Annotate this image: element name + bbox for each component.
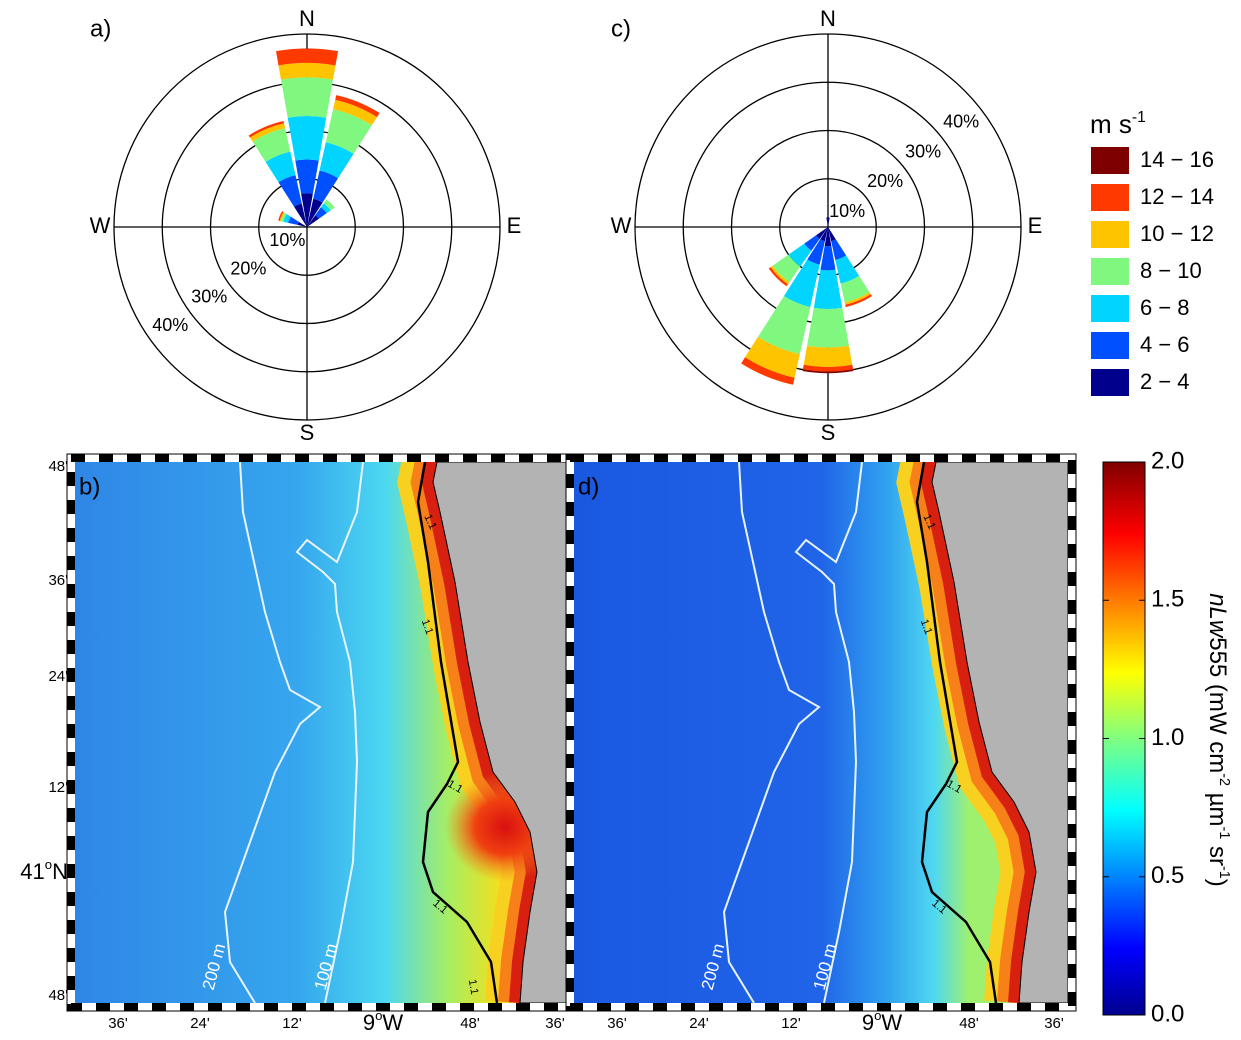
text-part: -2	[1216, 773, 1232, 786]
lon-label: 36'	[1044, 1015, 1064, 1032]
map-panel	[75, 462, 568, 1003]
compass-label: W	[90, 213, 111, 238]
legend-label: 8 − 10	[1140, 258, 1202, 283]
text-part: N	[52, 859, 68, 884]
compass-label: E	[1028, 213, 1043, 238]
lat-label: 36'	[48, 572, 68, 589]
legend-swatch	[1091, 295, 1129, 322]
lat-label: 41oN	[20, 857, 68, 884]
panel-label: c)	[611, 15, 631, 42]
text-part: sr	[1204, 839, 1231, 866]
compass-label: N	[820, 6, 836, 31]
compass-label: S	[300, 420, 315, 445]
text-part: o	[45, 857, 52, 872]
lon-label: 12'	[781, 1015, 801, 1032]
compass-label: E	[507, 213, 522, 238]
legend-label: 12 − 14	[1140, 184, 1214, 209]
rose-segment	[279, 63, 336, 80]
compass-label: N	[299, 6, 315, 31]
text-part: µm	[1204, 786, 1231, 827]
lon-label: 48'	[959, 1015, 979, 1032]
panel-label: d)	[578, 473, 599, 500]
ring-label: 10%	[269, 230, 305, 250]
lat-label: 48'	[48, 987, 68, 1004]
legend-label: 6 − 8	[1140, 295, 1190, 320]
lat-label: 48'	[48, 458, 68, 475]
text-part: 9	[862, 1010, 874, 1035]
rose-segment	[276, 48, 338, 65]
legend-swatch	[1091, 369, 1129, 396]
lon-label: 48'	[460, 1015, 480, 1032]
legend-swatch	[1091, 221, 1129, 248]
text-part: W	[382, 1010, 403, 1035]
panel-label: b)	[79, 473, 100, 500]
ring-label: 20%	[230, 258, 266, 278]
ring-label: 40%	[943, 112, 979, 132]
lat-label: 12'	[48, 779, 68, 796]
text-part: 41	[20, 859, 44, 884]
text-part: 555 (mW cm	[1204, 637, 1231, 773]
figure: m s-114 − 1612 − 1410 − 128 − 106 − 84 −…	[0, 0, 1241, 1040]
colorbar-tick-label: 0.5	[1151, 862, 1184, 889]
text-part: 9	[363, 1010, 375, 1035]
compass-label: S	[821, 420, 836, 445]
legend-swatch	[1091, 332, 1129, 359]
rose-segment	[288, 116, 327, 160]
lon-label: 24'	[689, 1015, 709, 1032]
map-panel	[574, 462, 1068, 1003]
compass-label: W	[611, 213, 632, 238]
legend-swatch	[1091, 258, 1129, 285]
text-part: -1	[1216, 866, 1232, 879]
rose-segment	[804, 346, 853, 367]
legend-swatch	[1091, 147, 1129, 174]
rose-segment	[281, 77, 333, 117]
legend-label: 2 − 4	[1140, 369, 1190, 394]
text-part: )	[1204, 879, 1231, 887]
legend-label: 14 − 16	[1140, 147, 1214, 172]
legend-label: 4 − 6	[1140, 332, 1190, 357]
lon-label: 9oW	[363, 1008, 404, 1035]
legend-title: m s-1	[1090, 109, 1146, 139]
ring-label: 40%	[152, 315, 188, 335]
colorbar-label: nLw555 (mW cm-2 µm-1 sr-1)	[1204, 593, 1233, 887]
lon-label: 12'	[282, 1015, 302, 1032]
colorbar	[1103, 462, 1145, 1015]
text-part: -1	[1132, 109, 1146, 126]
ring-label: 20%	[867, 171, 903, 191]
text-part: -1	[1216, 827, 1232, 840]
lon-label: 36'	[545, 1015, 565, 1032]
colorbar-tick-label: 1.0	[1151, 724, 1184, 751]
ring-label: 10%	[829, 201, 865, 221]
ring-label: 30%	[905, 141, 941, 161]
colorbar-tick-label: 1.5	[1151, 586, 1184, 613]
lon-label: 24'	[190, 1015, 210, 1032]
text-part: m s	[1090, 109, 1132, 139]
ring-label: 30%	[191, 287, 227, 307]
colorbar-tick-label: 2.0	[1151, 447, 1184, 474]
text-part: nLw	[1204, 593, 1231, 639]
legend-swatch	[1091, 184, 1129, 211]
text-part: o	[375, 1008, 382, 1023]
lon-label: 36'	[108, 1015, 128, 1032]
panel-label: a)	[90, 15, 111, 42]
lon-label: 9oW	[862, 1008, 903, 1035]
rose-segment	[295, 159, 318, 193]
lon-label: 36'	[607, 1015, 627, 1032]
lat-label: 24'	[48, 668, 68, 685]
rose-segment	[814, 270, 842, 309]
legend-label: 10 − 12	[1140, 221, 1214, 246]
text-part: W	[881, 1010, 902, 1035]
text-part: o	[874, 1008, 881, 1023]
rose-segment	[807, 308, 849, 348]
colorbar-tick-label: 0.0	[1151, 1000, 1184, 1027]
